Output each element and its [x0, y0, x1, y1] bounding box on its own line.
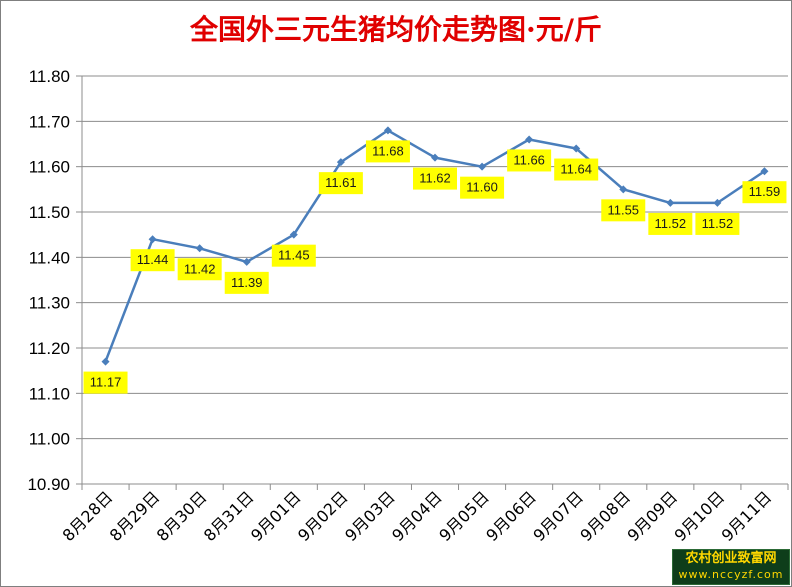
y-tick-label: 11.20: [29, 339, 70, 358]
x-tick-label: 9月07日: [529, 487, 587, 545]
data-point: [195, 244, 204, 253]
data-label-box: [507, 149, 552, 172]
data-label: 11.44: [137, 252, 169, 267]
data-label: 11.59: [749, 184, 781, 199]
watermark-line2: www.nccyzf.com: [678, 568, 784, 581]
data-label-box: [742, 181, 787, 204]
x-tick-label: 9月11日: [718, 487, 776, 545]
data-point: [713, 198, 722, 207]
data-point: [242, 257, 251, 266]
x-tick-label: 9月06日: [482, 487, 540, 545]
data-label: 11.39: [231, 275, 263, 290]
x-tick-label: 9月04日: [388, 487, 446, 545]
data-label: 11.45: [278, 248, 310, 263]
data-point: [431, 153, 439, 162]
data-label-box: [365, 140, 410, 163]
data-point: [525, 135, 534, 144]
data-label-box: [130, 249, 175, 272]
data-label-box: [177, 258, 222, 281]
chart-title: 全国外三元生猪均价走势图·元/斤: [190, 13, 602, 46]
y-tick-label: 11.60: [29, 158, 70, 177]
y-tick-label: 11.40: [29, 248, 70, 267]
x-tick-label: 8月31日: [200, 487, 258, 545]
data-label: 11.55: [607, 202, 639, 217]
series-line: [104, 129, 766, 363]
data-point: [148, 235, 157, 244]
data-point: [760, 167, 769, 176]
data-label: 11.42: [184, 261, 216, 276]
data-label-box: [271, 244, 316, 267]
data-label-box: [318, 172, 363, 195]
x-tick-label: 9月10日: [671, 487, 729, 545]
data-point: [572, 144, 581, 153]
data-point: [289, 230, 298, 239]
x-tick-label: 9月01日: [247, 487, 305, 545]
data-point: [336, 158, 345, 167]
data-point: [619, 185, 628, 194]
y-tick-label: 11.00: [29, 430, 70, 449]
data-label-box: [648, 212, 693, 235]
data-point: [101, 357, 110, 366]
data-label: 11.62: [419, 171, 451, 186]
x-tick-label: 9月02日: [294, 487, 352, 545]
x-tick-label: 9月08日: [576, 487, 634, 545]
data-point: [478, 162, 487, 171]
y-tick-label: 11.10: [29, 384, 70, 403]
data-label: 11.66: [513, 152, 545, 167]
data-label-box: [83, 371, 128, 394]
y-tick-label: 11.30: [29, 294, 70, 313]
data-label: 11.52: [702, 216, 734, 231]
watermark-logo: 农村创业致富网 www.nccyzf.com: [672, 549, 790, 585]
data-label: 11.52: [655, 216, 687, 231]
data-point: [666, 198, 675, 207]
x-tick-label: 9月05日: [435, 487, 493, 545]
x-tick-label: 9月09日: [623, 487, 681, 545]
data-label: 11.17: [90, 375, 122, 390]
x-tick-label: 9月03日: [341, 487, 399, 545]
y-tick-label: 10.90: [27, 475, 70, 494]
data-label-box: [224, 271, 269, 294]
data-label: 11.61: [325, 175, 357, 190]
x-tick-label: 8月28日: [59, 487, 117, 545]
y-tick-label: 11.80: [29, 67, 70, 86]
data-label-box: [460, 176, 505, 199]
y-tick-label: 11.50: [29, 203, 70, 222]
y-tick-label: 11.70: [29, 112, 70, 131]
data-point: [383, 126, 392, 135]
data-label-box: [695, 212, 740, 235]
data-label: 11.64: [560, 162, 592, 177]
data-label-box: [413, 167, 457, 190]
x-tick-label: 8月29日: [106, 487, 164, 545]
data-label-box: [554, 158, 599, 181]
x-tick-label: 8月30日: [153, 487, 211, 545]
watermark-line1: 农村创业致富网: [685, 551, 777, 566]
data-label: 11.68: [372, 143, 404, 158]
data-label-box: [601, 199, 646, 222]
data-label: 11.60: [466, 180, 498, 195]
